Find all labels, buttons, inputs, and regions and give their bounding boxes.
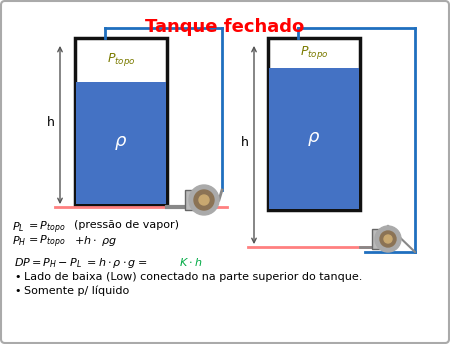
Text: $P_L$: $P_L$	[12, 220, 25, 234]
Text: $+ h \cdot\ \rho g$: $+ h \cdot\ \rho g$	[74, 234, 117, 248]
Text: $P_H$: $P_H$	[12, 234, 27, 248]
Circle shape	[194, 190, 214, 210]
Bar	[75, 38, 167, 205]
Circle shape	[380, 231, 396, 247]
Text: $\rho$: $\rho$	[114, 135, 128, 152]
Text: •: •	[14, 272, 21, 282]
Bar	[185, 190, 195, 210]
Circle shape	[384, 235, 392, 243]
Bar	[269, 68, 359, 209]
Text: Tanque fechado: Tanque fechado	[145, 18, 305, 36]
Text: Somente p/ líquido: Somente p/ líquido	[24, 286, 129, 297]
Text: Lado de baixa (Low) conectado na parte superior do tanque.: Lado de baixa (Low) conectado na parte s…	[24, 272, 362, 282]
Text: $= P_{topo}$: $= P_{topo}$	[26, 234, 66, 250]
Text: $= P_{topo}$: $= P_{topo}$	[26, 220, 66, 236]
Bar	[268, 38, 360, 210]
Text: •: •	[14, 286, 21, 296]
Circle shape	[199, 195, 209, 205]
Text: $K \cdot h$: $K \cdot h$	[179, 256, 203, 268]
Text: $\rho$: $\rho$	[307, 130, 320, 148]
Bar	[372, 229, 380, 249]
Text: h: h	[241, 136, 249, 149]
Text: $P_{topo}$: $P_{topo}$	[107, 52, 135, 68]
Circle shape	[189, 185, 219, 215]
Text: $DP = P_H - P_L\ = h \cdot \rho \cdot g =$: $DP = P_H - P_L\ = h \cdot \rho \cdot g …	[14, 256, 147, 270]
Circle shape	[375, 226, 401, 252]
Text: $P_{topo}$: $P_{topo}$	[300, 44, 328, 62]
Bar	[76, 82, 166, 204]
Text: h: h	[47, 116, 55, 129]
Text: (pressão de vapor): (pressão de vapor)	[74, 220, 179, 230]
